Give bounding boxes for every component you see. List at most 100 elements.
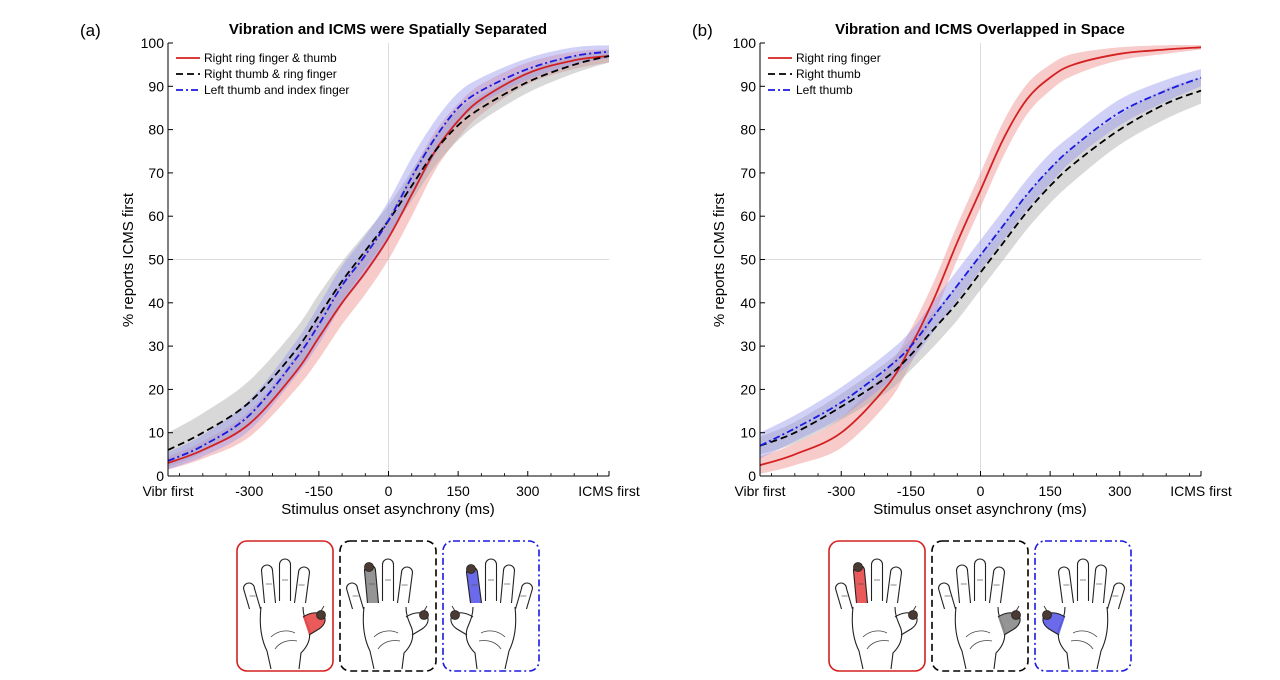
right-hand-icon [339, 540, 437, 672]
hand-palm-crease [965, 630, 993, 650]
panel-a-x-tick-label: -300 [235, 483, 263, 499]
vibration-probe-icon [1042, 610, 1052, 620]
panel-a-y-tick-label: 80 [148, 122, 164, 138]
panel-a-legend: Right ring finger & thumb Right thumb & r… [176, 51, 349, 97]
legend-label-series-3: Left thumb and index finger [204, 83, 349, 97]
panel-b-x-tick-label: ICMS first [1170, 483, 1232, 499]
legend-label-series-2: Right thumb & ring finger [204, 67, 337, 81]
hand-finger-middle [1076, 558, 1090, 601]
vibration-probe-icon [1011, 610, 1021, 620]
panel-a-y-tick-label: 100 [141, 35, 165, 51]
hand-finger-pinky [1106, 582, 1126, 610]
vibration-probe-wire [451, 605, 456, 612]
vibration-probe-icon [853, 562, 863, 572]
panel-b-x-tick-label: -300 [827, 483, 855, 499]
panel-b-x-tick-label: 300 [1108, 483, 1132, 499]
left-hand-icon [442, 540, 540, 672]
hand-finger-ring [499, 564, 516, 604]
right-hand-icon [931, 540, 1029, 672]
panel-a-series-1-confidence-band [168, 49, 609, 470]
vibration-probe-icon [908, 610, 918, 620]
hand-palm-outline [259, 606, 311, 670]
hand-finger-middle [484, 558, 498, 601]
right-hand-icon [828, 540, 926, 672]
panel-b: (b) Vibration and ICMS Overlapped in Spa… [692, 21, 1232, 672]
hand-finger-pinky [514, 582, 534, 610]
legend-label-series-1: Right ring finger & thumb [204, 51, 337, 65]
panel-b-x-tick-label: 150 [1038, 483, 1062, 499]
panel-a-series-1-line [167, 55, 610, 464]
panel-b-y-tick-label: 80 [740, 122, 756, 138]
hand-finger-index [885, 566, 903, 604]
hand-finger-pinky [345, 582, 365, 610]
vibration-probe-icon [466, 564, 476, 574]
legend-label-series-3: Left thumb [796, 83, 853, 97]
right-hand-icon [236, 540, 334, 672]
panel-b-series-3-line [759, 76, 1202, 447]
panel-b-x-tick-label: -150 [897, 483, 925, 499]
panel-a: (a) Vibration and ICMS were Spatially Se… [80, 21, 640, 672]
panel-b-y-tick-label: 50 [740, 252, 756, 268]
hand-palm-crease [1070, 630, 1098, 650]
left-hand-icon [1034, 540, 1132, 672]
hand-finger-index [1057, 566, 1075, 604]
panel-b-x-tick-label: Vibr first [734, 483, 785, 499]
panel-b-y-tick-label: 90 [740, 78, 756, 94]
vibration-probe-wire [1043, 605, 1048, 612]
panel-b-plot: 0 10 20 30 40 50 60 70 80 90 100 Vibr first -300 -150… [733, 35, 1232, 499]
hand-finger-index [293, 566, 311, 604]
panel-b-y-tick-label: 30 [740, 338, 756, 354]
panel-a-x-tick-label: Vibr first [142, 483, 193, 499]
hand-frame-b-1 [828, 540, 926, 672]
panel-a-y-tick-label: 50 [148, 252, 164, 268]
hand-palm-crease [862, 630, 890, 650]
hand-palm-crease [373, 630, 401, 650]
hand-palm-outline [954, 606, 1006, 670]
panel-b-y-tick-label: 0 [748, 468, 756, 484]
panel-b-series-1-line [759, 46, 1202, 467]
hand-finger-ring [260, 564, 277, 604]
hand-finger-index [396, 566, 414, 604]
vibration-probe-icon [316, 610, 326, 620]
hand-palm-crease [478, 630, 506, 650]
panel-a-y-tick-label: 20 [148, 381, 164, 397]
vibration-probe-wire [423, 605, 428, 612]
vibration-probe-icon [419, 610, 429, 620]
panel-b-series-3-confidence-band [760, 69, 1201, 459]
hand-frame-a-1 [236, 540, 334, 672]
hand-finger-middle [278, 558, 292, 601]
panel-b-y-tick-label: 70 [740, 165, 756, 181]
panel-b-y-tick-label: 60 [740, 208, 756, 224]
panel-a-title: Vibration and ICMS were Spatially Separa… [229, 21, 547, 38]
hand-palm-crease [270, 630, 298, 650]
panel-a-x-tick-label: ICMS first [578, 483, 640, 499]
vibration-probe-icon [364, 562, 374, 572]
panel-b-legend: Right ring finger Right thumb Left thumb [768, 51, 881, 97]
hand-finger-middle [973, 558, 987, 601]
vibration-probe-icon [450, 610, 460, 620]
panel-b-y-tick-label: 10 [740, 425, 756, 441]
panel-b-title: Vibration and ICMS Overlapped in Space [835, 21, 1125, 38]
panel-b-y-tick-label: 40 [740, 295, 756, 311]
hand-finger-index [988, 566, 1006, 604]
panel-a-y-tick-label: 40 [148, 295, 164, 311]
hand-frame-a-3 [442, 540, 540, 672]
hand-frame-b-3 [1034, 540, 1132, 672]
hand-frame-b-2 [931, 540, 1029, 672]
panel-b-y-tick-label: 100 [733, 35, 757, 51]
hand-finger-pinky [937, 582, 957, 610]
panel-b-series-2-confidence-band [760, 77, 1201, 455]
panel-a-x-tick-label: 300 [516, 483, 540, 499]
hand-finger-middle [381, 558, 395, 601]
hand-palm-outline [465, 606, 517, 670]
hand-finger-pinky [834, 582, 854, 610]
panel-a-y-tick-label: 90 [148, 78, 164, 94]
panel-b-x-tick-label: 0 [977, 483, 985, 499]
panel-b-y-tick-label: 20 [740, 381, 756, 397]
panel-a-y-tick-label: 70 [148, 165, 164, 181]
vibration-probe-wire [320, 605, 325, 612]
hand-palm-outline [1057, 606, 1109, 670]
panel-a-x-tick-label: 0 [385, 483, 393, 499]
panel-a-label: (a) [80, 21, 101, 40]
panel-a-plot: 0 10 20 30 40 50 60 70 80 90 100 Vibr first -300 -150… [141, 35, 640, 499]
